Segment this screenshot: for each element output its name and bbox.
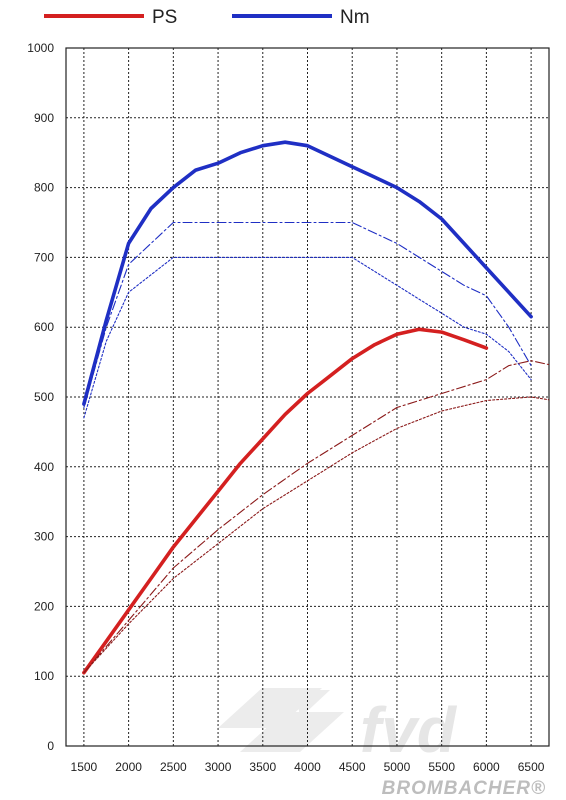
y-tick-label: 800	[34, 181, 54, 195]
brombacher-brand-text: BROMBACHER®	[382, 778, 546, 799]
x-tick-label: 4500	[339, 760, 366, 774]
grid-lines	[66, 48, 549, 746]
comparison-line-2	[83, 256, 532, 419]
y-tick-label: 1000	[27, 41, 54, 55]
x-tick-label: 5000	[384, 760, 411, 774]
y-tick-label: 100	[34, 669, 54, 683]
y-tick-label: 900	[34, 111, 54, 125]
logo-stripes-icon	[218, 688, 344, 752]
y-tick-label: 0	[47, 739, 54, 753]
x-axis-ticks: 1500 2000 2500 3000 3500 4000 4500 5000 5500 6000…	[71, 760, 545, 774]
logo-stripe	[240, 712, 344, 752]
x-tick-label: 6000	[473, 760, 500, 774]
comparison-line-1	[83, 221, 532, 409]
x-tick-label: 3500	[249, 760, 276, 774]
comparison-line-5	[83, 396, 549, 674]
y-tick-label: 600	[34, 320, 54, 334]
x-tick-label: 2000	[115, 760, 142, 774]
x-tick-label: 1500	[71, 760, 98, 774]
logo-stripe	[218, 688, 322, 728]
y-tick-label: 200	[34, 599, 54, 613]
x-tick-label: 5500	[428, 760, 455, 774]
legend-label-ps: PS	[152, 7, 177, 28]
x-tick-label: 3000	[205, 760, 232, 774]
legend-label-nm: Nm	[340, 7, 370, 28]
ps-main-line	[82, 327, 489, 675]
logo-stripe	[296, 690, 330, 718]
nm-main-line	[82, 140, 533, 406]
series-lines	[82, 140, 549, 675]
y-tick-label: 500	[34, 390, 54, 404]
y-tick-label: 300	[34, 530, 54, 544]
fvd-watermark-logo: fvd	[218, 688, 458, 766]
x-tick-label: 2500	[160, 760, 187, 774]
comparison-line-4	[83, 360, 549, 674]
x-tick-label: 6500	[518, 760, 545, 774]
x-tick-label: 4000	[294, 760, 321, 774]
y-axis-ticks: 0 100 200 300 400 500 600 700 800 900 1000	[27, 41, 54, 753]
y-tick-label: 400	[34, 460, 54, 474]
y-tick-label: 700	[34, 250, 54, 264]
legend: PS Nm	[44, 7, 370, 28]
fvd-logo-text: fvd	[360, 694, 458, 766]
